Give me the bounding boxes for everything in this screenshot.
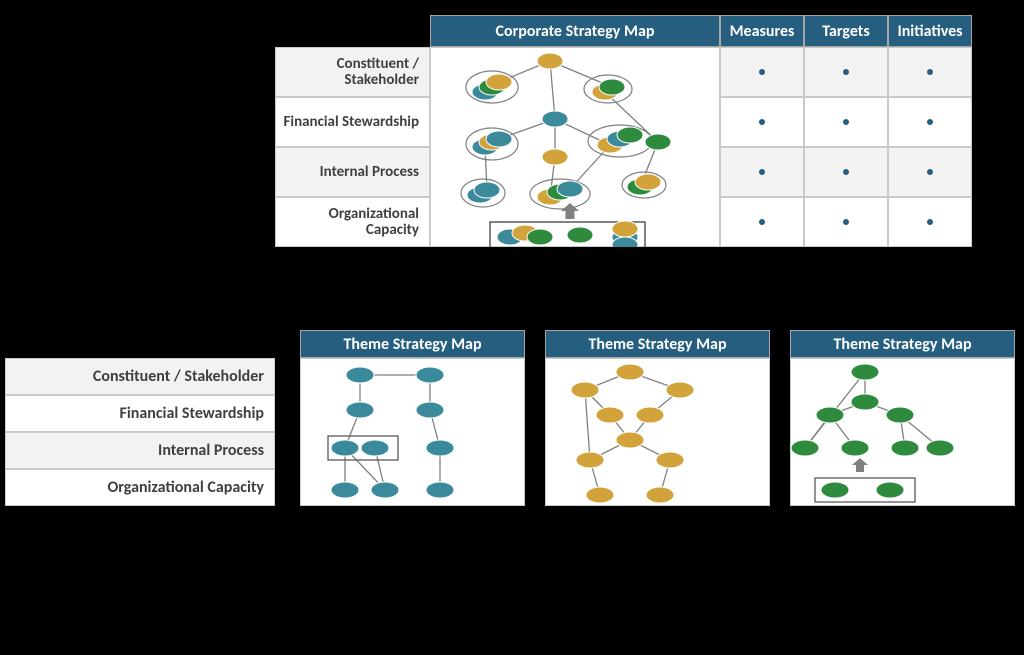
bullet-dot — [927, 119, 933, 125]
header-measures: Measures — [720, 15, 804, 47]
top-cell — [720, 197, 804, 247]
bullet-dot — [843, 119, 849, 125]
bullet-dot — [843, 219, 849, 225]
top-cell — [804, 197, 888, 247]
header-corporate-strategy-map: Corporate Strategy Map — [430, 15, 720, 47]
top-row-label: Financial Stewardship — [275, 97, 430, 147]
bullet-dot — [759, 169, 765, 175]
bullet-dot — [843, 169, 849, 175]
top-cell — [888, 97, 972, 147]
bullet-dot — [759, 119, 765, 125]
bullet-dot — [759, 219, 765, 225]
top-cell — [888, 147, 972, 197]
bullet-dot — [759, 69, 765, 75]
theme-strategy-map-svg — [530, 360, 730, 508]
theme-strategy-map-svg — [300, 360, 500, 508]
top-cell — [804, 97, 888, 147]
bullet-dot — [927, 219, 933, 225]
top-cell — [720, 147, 804, 197]
top-cell — [720, 97, 804, 147]
bullet-dot — [843, 69, 849, 75]
header-theme-map: Theme Strategy Map — [545, 330, 770, 358]
strategy-map-diagram: { "colors":{ "header_bg":"#255e7e","head… — [0, 0, 1024, 655]
theme-strategy-map-svg — [760, 360, 970, 508]
bottom-row-label: Constituent / Stakeholder — [5, 358, 275, 395]
top-row-label: Constituent / Stakeholder — [275, 47, 430, 97]
header-theme-map: Theme Strategy Map — [300, 330, 525, 358]
header-initiatives: Initiatives — [888, 15, 972, 47]
header-theme-map: Theme Strategy Map — [790, 330, 1015, 358]
top-cell — [888, 47, 972, 97]
top-cell — [804, 147, 888, 197]
top-row-label: Organizational Capacity — [275, 197, 430, 247]
bottom-row-label: Internal Process — [5, 432, 275, 469]
top-row-label: Internal Process — [275, 147, 430, 197]
bottom-row-label: Organizational Capacity — [5, 469, 275, 506]
corporate-strategy-map-svg — [430, 47, 720, 247]
top-cell — [804, 47, 888, 97]
bullet-dot — [927, 69, 933, 75]
top-cell — [720, 47, 804, 97]
top-cell — [888, 197, 972, 247]
header-targets: Targets — [804, 15, 888, 47]
bottom-row-label: Financial Stewardship — [5, 395, 275, 432]
bullet-dot — [927, 169, 933, 175]
